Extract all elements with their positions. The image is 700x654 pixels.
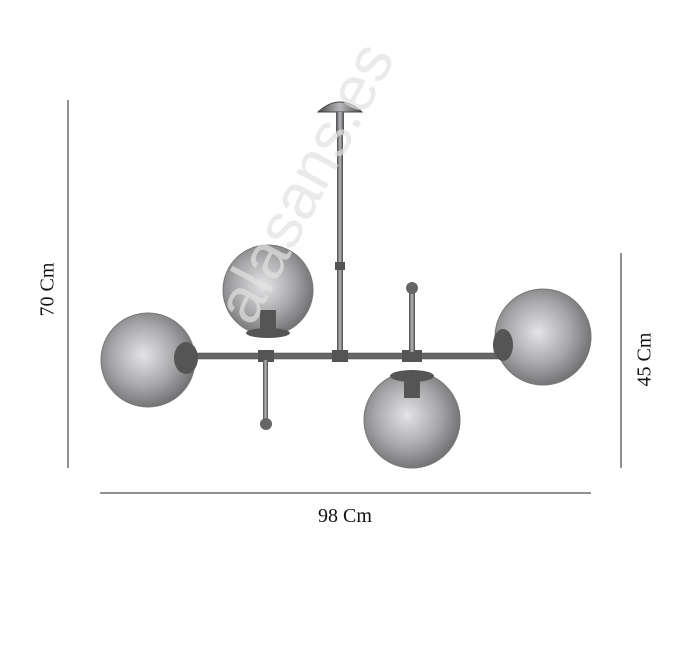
rod-ball bbox=[260, 418, 272, 430]
up-rod bbox=[409, 292, 415, 352]
body-height-label: 45 Cm bbox=[633, 332, 656, 387]
down-rod bbox=[263, 360, 268, 420]
globe-upper-left bbox=[222, 244, 314, 338]
width-label: 98 Cm bbox=[318, 505, 372, 527]
globe-left bbox=[100, 312, 198, 408]
rod-joint bbox=[335, 262, 345, 270]
arm-joint bbox=[402, 350, 422, 362]
canopy-neck bbox=[336, 112, 344, 134]
globe-lower bbox=[363, 370, 461, 469]
globe-right bbox=[493, 288, 592, 386]
rod-ball bbox=[406, 282, 418, 294]
arm-joint bbox=[258, 350, 274, 362]
arm-joint bbox=[332, 350, 348, 362]
suspension-rod bbox=[337, 134, 343, 356]
height-label: 70 Cm bbox=[36, 262, 59, 317]
ceiling-canopy bbox=[316, 101, 364, 113]
